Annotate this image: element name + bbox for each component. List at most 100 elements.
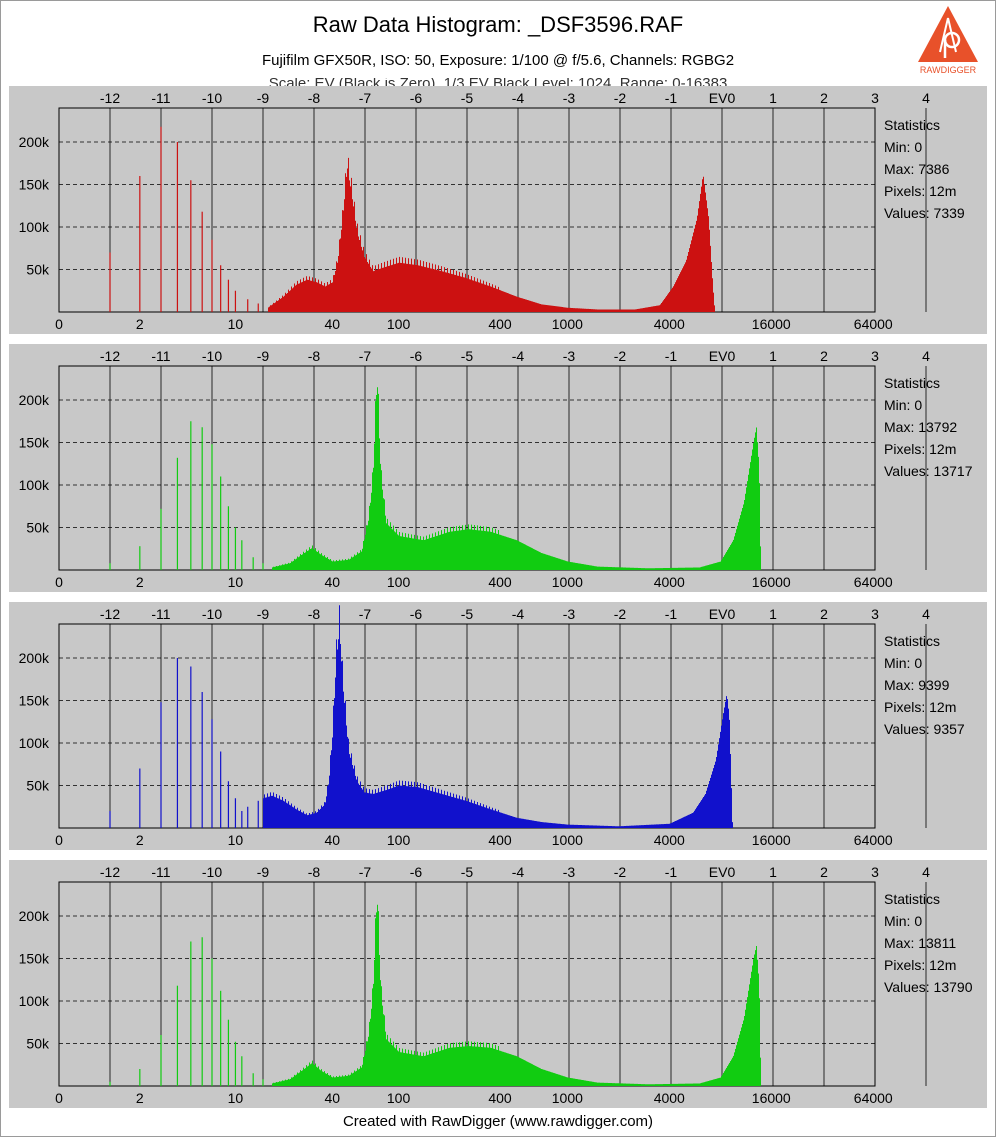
ev-tick-label: EV0 [709,348,736,364]
ev-tick-label: 1 [769,348,777,364]
y-tick-label: 200k [19,650,50,666]
ev-tick-label: -7 [359,606,372,622]
y-tick-label: 50k [26,1036,50,1052]
x-tick-label: 64000 [854,574,893,590]
x-tick-label: 4000 [654,1090,685,1106]
x-tick-label: 400 [488,1090,512,1106]
stats-max: Max: 7386 [884,161,950,177]
stats-max: Max: 13811 [884,935,956,951]
ev-tick-label: 4 [922,864,930,880]
stats-pixels: Pixels: 12m [884,183,956,199]
ev-tick-label: -2 [614,90,627,106]
y-tick-label: 200k [19,392,50,408]
y-tick-label: 50k [26,520,50,536]
stats-pixels: Pixels: 12m [884,441,956,457]
ev-tick-label: EV0 [709,864,736,880]
ev-tick-label: -12 [100,90,120,106]
x-tick-label: 40 [324,1090,340,1106]
y-tick-label: 200k [19,134,50,150]
ev-tick-label: -11 [151,606,170,622]
x-tick-label: 4000 [654,832,685,848]
ev-tick-label: -10 [202,348,222,364]
ev-tick-label: -2 [614,864,627,880]
y-tick-label: 100k [19,477,50,493]
stats-header: Statistics [884,891,940,907]
stats-values: Values: 7339 [884,205,965,221]
ev-tick-label: -12 [100,348,120,364]
y-tick-label: 100k [19,993,50,1009]
chart-subtitle-clipped: Scale: EV (Black is Zero). 1/3 EV Black … [268,78,728,87]
x-tick-label: 100 [387,574,411,590]
x-tick-label: 10 [228,1090,244,1106]
ev-tick-label: EV0 [709,90,736,106]
x-tick-label: 400 [488,316,512,332]
y-tick-label: 150k [19,693,50,709]
ev-tick-label: -4 [512,90,525,106]
stats-values: Values: 13717 [884,463,973,479]
x-tick-label: 0 [55,832,63,848]
stats-pixels: Pixels: 12m [884,699,956,715]
x-tick-label: 2 [136,1090,144,1106]
ev-tick-label: -3 [563,348,576,364]
ev-tick-label: -9 [257,348,270,364]
x-tick-label: 2 [136,316,144,332]
stats-max: Max: 13792 [884,419,957,435]
ev-tick-label: -3 [563,606,576,622]
x-tick-label: 400 [488,574,512,590]
x-tick-label: 1000 [552,1090,583,1106]
ev-tick-label: -6 [410,348,423,364]
ev-tick-label: 2 [820,864,828,880]
y-tick-label: 50k [26,262,50,278]
x-tick-label: 10 [228,316,244,332]
x-tick-label: 16000 [752,832,791,848]
x-tick-label: 16000 [752,574,791,590]
ev-tick-label: EV0 [709,606,736,622]
rawdigger-logo: RAWDIGGER [912,4,984,76]
ev-tick-label: 2 [820,606,828,622]
ev-tick-label: -7 [359,864,372,880]
ev-tick-label: -5 [461,348,474,364]
ev-tick-label: -11 [151,90,170,106]
footer-credit: Created with RawDigger (www.rawdigger.co… [342,1113,654,1130]
stats-min: Min: 0 [884,397,922,413]
y-tick-label: 150k [19,177,50,193]
ev-tick-label: 2 [820,90,828,106]
x-tick-label: 64000 [854,316,893,332]
ev-tick-label: -10 [202,90,222,106]
ev-tick-label: -2 [614,348,627,364]
ev-tick-label: -1 [665,606,678,622]
x-tick-label: 10 [228,832,244,848]
x-tick-label: 2 [136,574,144,590]
stats-max: Max: 9399 [884,677,950,693]
histogram-panel-r: 200k 150k 100k 50k -12 -11 -10 -9 -8 -7 -6 -5 -4 -3 -2… [9,86,987,334]
x-tick-label: 64000 [854,832,893,848]
ev-tick-label: 1 [769,606,777,622]
y-tick-label: 200k [19,908,50,924]
chart-subtitle: Fujifilm GFX50R, ISO: 50, Exposure: 1/10… [261,52,735,69]
ev-tick-label: 3 [871,864,879,880]
ev-tick-label: -4 [512,606,525,622]
ev-tick-label: -8 [308,90,321,106]
x-tick-label: 40 [324,832,340,848]
x-tick-label: 1000 [552,316,583,332]
ev-tick-label: -8 [308,606,321,622]
ev-tick-label: -9 [257,90,270,106]
ev-tick-label: -8 [308,348,321,364]
y-tick-label: 50k [26,778,50,794]
ev-tick-label: 1 [769,90,777,106]
ev-tick-label: 4 [922,606,930,622]
ev-tick-label: -9 [257,606,270,622]
y-tick-label: 150k [19,951,50,967]
ev-tick-label: -12 [100,864,120,880]
stats-header: Statistics [884,117,940,133]
stats-min: Min: 0 [884,139,922,155]
ev-tick-label: -9 [257,864,270,880]
x-tick-label: 2 [136,832,144,848]
ev-tick-label: 4 [922,348,930,364]
ev-tick-label: -5 [461,90,474,106]
y-tick-label: 100k [19,219,50,235]
ev-tick-label: -6 [410,606,423,622]
stats-header: Statistics [884,375,940,391]
x-tick-label: 0 [55,574,63,590]
